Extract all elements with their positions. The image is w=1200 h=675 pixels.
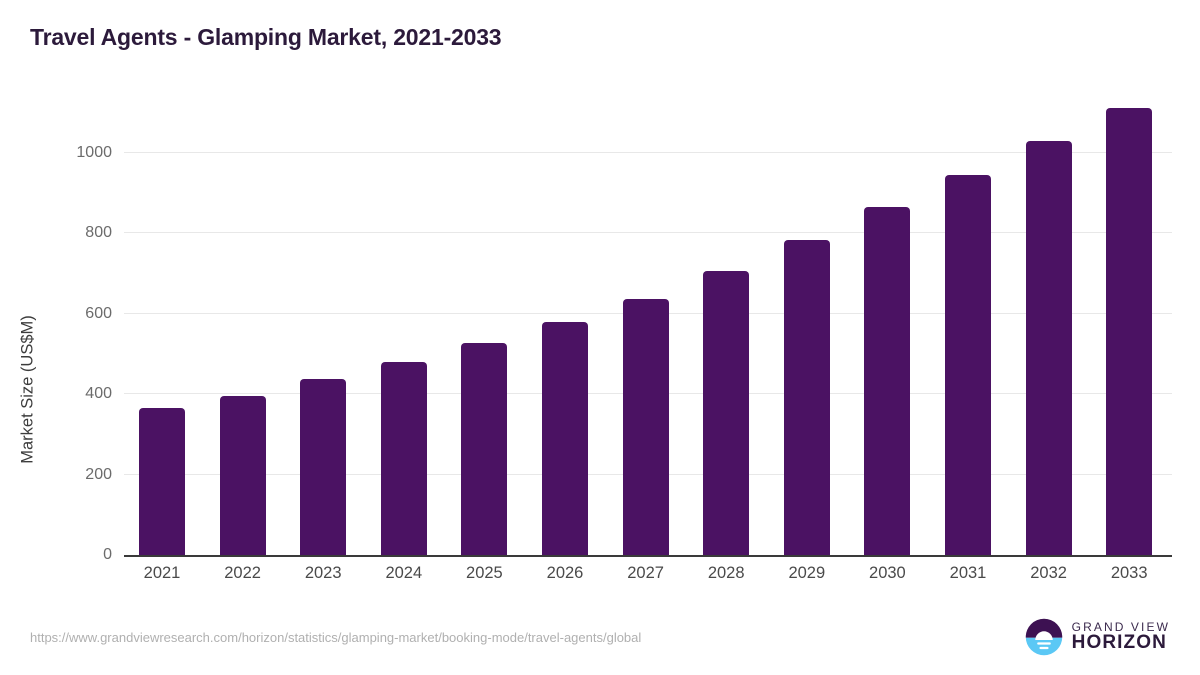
x-tick-label: 2029 (788, 564, 826, 582)
bar[interactable] (219, 396, 266, 555)
y-tick-label: 400 (85, 385, 112, 403)
y-tick-label: 800 (85, 224, 112, 242)
bar[interactable] (300, 378, 347, 555)
logo-line-horizon: HORIZON (1071, 632, 1167, 654)
bar[interactable] (783, 239, 830, 555)
bar[interactable] (1106, 107, 1153, 555)
bar[interactable] (703, 270, 750, 555)
x-tick-label: 2026 (546, 564, 584, 582)
logo-text: GRAND VIEW HORIZON (1072, 621, 1170, 654)
logo-line-grand-view: GRAND VIEW (1071, 619, 1170, 634)
gridline (124, 232, 1172, 234)
bar[interactable] (461, 343, 508, 555)
y-axis-title: Market Size (US$M) (18, 315, 37, 464)
bar[interactable] (622, 298, 669, 555)
bar[interactable] (542, 321, 588, 555)
bar[interactable] (945, 174, 991, 555)
x-tick-label: 2024 (385, 564, 423, 582)
bar-series (124, 100, 1172, 557)
y-tick-label: 0 (103, 546, 112, 563)
y-axis: Market Size (US$M) 0 200 400 600 800 1000 (0, 100, 113, 563)
x-tick-label: 2025 (466, 564, 503, 582)
y-tick-label: 1000 (76, 144, 112, 161)
x-tick-label: 2021 (143, 564, 181, 582)
x-tick-label: 2028 (707, 564, 745, 582)
x-tick-label: 2023 (304, 564, 342, 582)
axis-baseline (124, 555, 1172, 557)
y-tick-label: 600 (85, 304, 112, 322)
x-axis: 2021 2022 2023 2024 2025 2026 2027 2028 2029 2030… (124, 564, 1172, 594)
x-tick-label: 2033 (1110, 564, 1148, 582)
y-tick-label: 200 (85, 465, 112, 483)
bar[interactable] (139, 407, 185, 555)
chart-title: Travel Agents - Glamping Market, 2021-20… (30, 24, 502, 50)
x-tick-label: 2022 (224, 564, 261, 582)
source-url[interactable]: https://www.grandviewresearch.com/horizo… (30, 630, 642, 645)
x-tick-label: 2027 (627, 564, 664, 582)
x-tick-label: 2032 (1030, 564, 1067, 582)
x-tick-label: 2031 (949, 564, 987, 582)
horizon-logo-icon (1025, 618, 1062, 656)
bar[interactable] (864, 206, 911, 555)
gridline (124, 152, 1172, 153)
plot-area (124, 100, 1172, 557)
x-tick-label: 2030 (869, 564, 906, 582)
brand-logo[interactable]: GRAND VIEW HORIZON (1025, 618, 1170, 656)
bar[interactable] (380, 362, 427, 555)
bar[interactable] (1025, 140, 1072, 555)
